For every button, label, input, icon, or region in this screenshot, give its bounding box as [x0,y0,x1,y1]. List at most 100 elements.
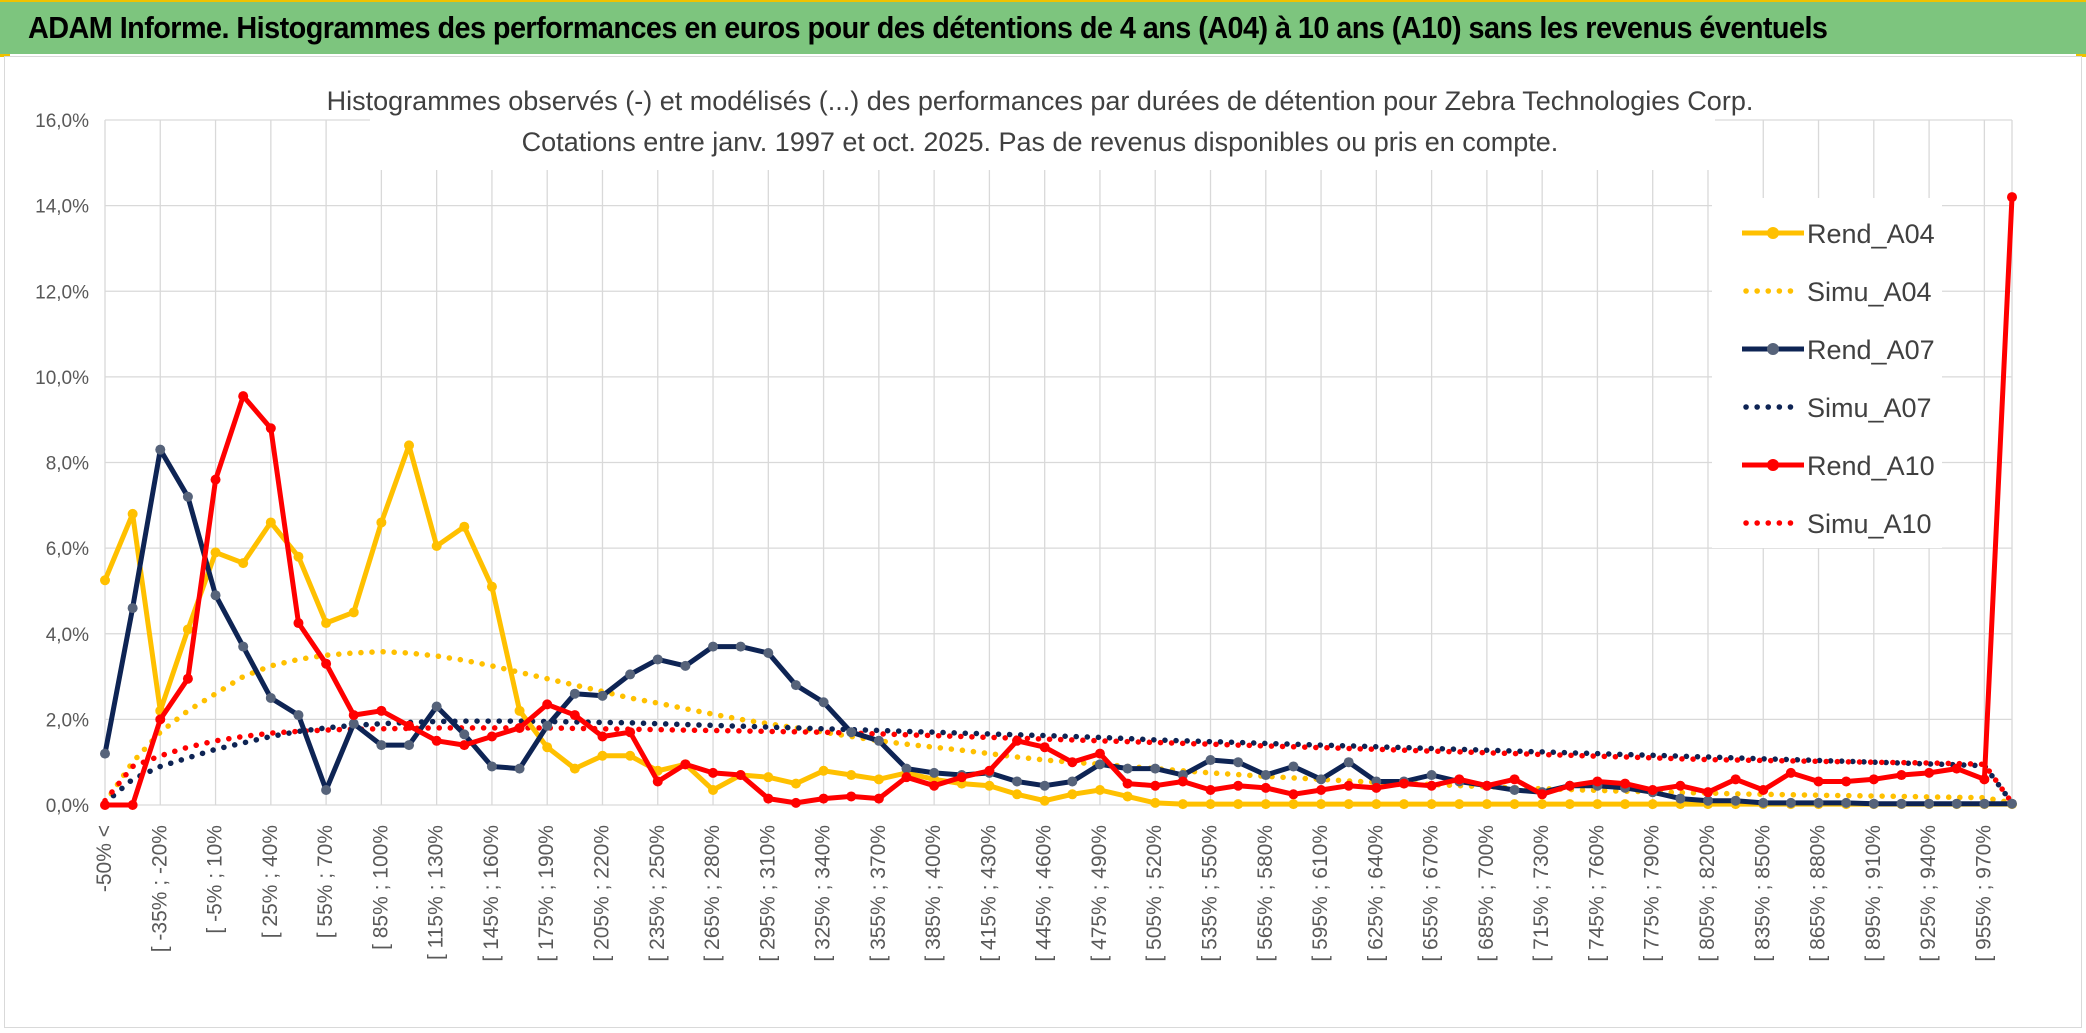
point-rend-a07 [708,641,719,652]
point-rend-a07 [182,491,193,502]
point-rend-a10 [1454,774,1465,785]
y-tick-label: 10,0% [35,368,89,389]
point-rend-a10 [1564,780,1575,791]
point-rend-a10 [1509,774,1520,785]
x-tick-label: [ 475% ; 490% [1088,825,1111,962]
point-rend-a04 [1260,799,1271,810]
point-rend-a10 [155,714,166,725]
point-rend-a07 [1260,770,1271,781]
legend-marker-rend-a07 [1767,343,1779,355]
x-tick-label: [ 235% ; 250% [646,825,669,962]
legend-marker-rend-a10 [1767,459,1779,471]
point-rend-a04 [790,778,801,789]
x-tick-label: [ 565% ; 580% [1254,825,1277,962]
series-rend-a10 [105,196,2015,808]
legend-label-simu-a04: Simu_A04 [1807,277,1932,307]
series-rend-a07 [102,447,2012,807]
point-rend-a04 [1398,799,1409,810]
point-rend-a10 [1785,767,1796,778]
x-tick-label: [ 835% ; 850% [1751,825,1774,962]
point-rend-a10 [1620,778,1631,789]
point-rend-a04 [1122,791,1133,802]
legend-label-simu-a10: Simu_A10 [1807,509,1932,539]
point-rend-a07 [238,641,249,652]
point-rend-a07 [873,735,884,746]
point-rend-a07 [1675,793,1686,804]
corner-mark-left [0,54,10,57]
point-rend-a10 [1702,787,1713,798]
point-rend-a10 [321,658,332,669]
point-rend-a04 [1426,799,1437,810]
point-rend-a10 [293,618,304,629]
point-rend-a10 [1537,789,1548,800]
report-title: ADAM Informe. Histogrammes des performan… [28,10,1828,45]
point-rend-a04 [1012,789,1023,800]
point-rend-a10 [818,793,829,804]
x-tick-label: [ 955% ; 970% [1972,825,1995,962]
point-rend-a10 [1371,782,1382,793]
y-tick-label: 4,0% [46,625,89,646]
point-rend-a10 [127,800,138,810]
point-rend-a10 [1675,780,1686,791]
point-rend-a04 [1371,799,1382,810]
point-rend-a04 [1509,799,1520,810]
y-axis-ticks: 0,0% 2,0% 4,0% 6,0% 8,0% 10,0% 12,0% 14,0% 16,0% [35,111,89,817]
point-rend-a10 [1979,774,1990,785]
series-simu-a04 [102,648,2015,806]
point-rend-a04 [1454,799,1465,810]
point-rend-a04 [1481,799,1492,810]
x-tick-label: [ 385% ; 400% [922,825,945,962]
x-tick-label: [ 715% ; 730% [1530,825,1553,962]
point-rend-a07 [2007,798,2017,809]
point-rend-a10 [265,423,276,434]
point-rend-a10 [348,710,359,721]
y-tick-label: 8,0% [46,454,89,475]
point-rend-a10 [1205,785,1216,796]
point-rend-a07 [1979,798,1990,809]
point-rend-a04 [127,508,138,519]
x-tick-label: [ 535% ; 550% [1199,825,1222,962]
point-rend-a07 [348,718,359,729]
point-rend-a07 [404,740,415,751]
chart-frame [4,56,2082,1028]
point-rend-a04 [514,705,525,716]
point-rend-a04 [1316,799,1327,810]
point-rend-a10 [1039,742,1050,753]
point-rend-a10 [901,772,912,783]
point-rend-a04 [459,521,470,532]
point-rend-a07 [155,444,166,455]
point-rend-a10 [846,791,857,802]
point-rend-a10 [1730,774,1741,785]
point-rend-a10 [1316,785,1327,796]
point-rend-a10 [1592,776,1603,787]
point-rend-a10 [790,797,801,808]
x-tick-label: [ 775% ; 790% [1641,825,1664,962]
x-tick-label: [ 205% ; 220% [590,825,613,962]
point-rend-a04 [431,540,442,551]
point-rend-a10 [1647,785,1658,796]
point-rend-a07 [1122,763,1133,774]
point-rend-a07 [1205,755,1216,766]
x-tick-label: [ 445% ; 460% [1033,825,1056,962]
point-rend-a07 [625,669,636,680]
point-rend-a10 [238,391,249,402]
point-rend-a04 [265,517,276,528]
point-rend-a07 [1150,763,1161,774]
point-rend-a07 [321,785,332,796]
point-rend-a04 [1288,799,1299,810]
x-tick-label: [ 355% ; 370% [867,825,890,962]
point-rend-a10 [873,793,884,804]
chart-title: Histogrammes observés (-) et modélisés (… [327,86,1754,116]
point-rend-a04 [1067,789,1078,800]
point-rend-a04 [542,742,553,753]
point-rend-a10 [1426,780,1437,791]
point-rend-a07 [569,688,580,699]
point-rend-a07 [1868,798,1879,809]
x-tick-label: [ 655% ; 670% [1420,825,1443,962]
point-rend-a04 [404,440,415,451]
point-rend-a07 [1896,798,1907,809]
x-tick-label: [ -5% ; 10% [204,825,227,934]
x-tick-label: -50% < [93,825,116,892]
point-rend-a07 [1316,774,1327,785]
point-rend-a07 [735,641,746,652]
